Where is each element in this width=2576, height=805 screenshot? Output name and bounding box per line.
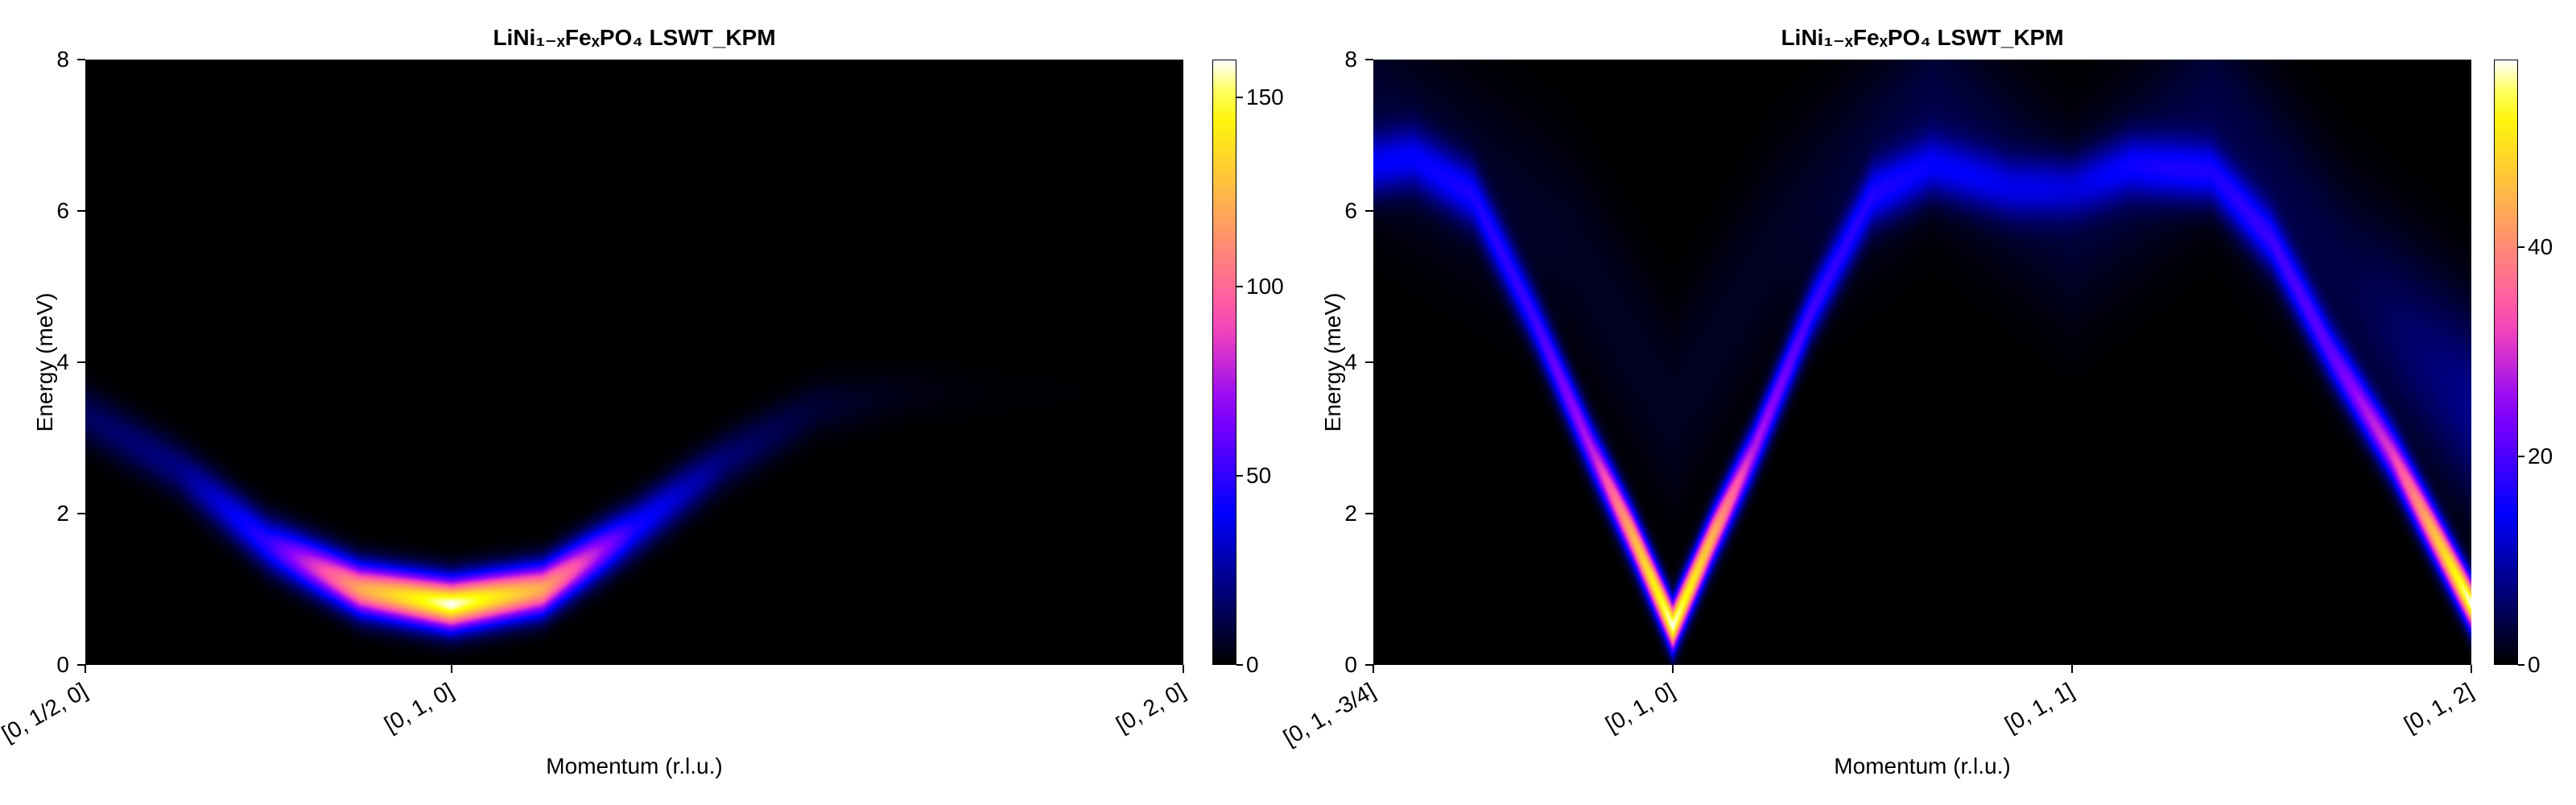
x-tick-label: [0, 2, 0] [1112,678,1190,737]
y-tick-label: 6 [56,198,69,223]
x-tick-mark [1183,665,1184,673]
y-tick-mark [1365,513,1373,514]
y-tick-mark [1365,664,1373,666]
y-tick-mark [1365,361,1373,363]
x-tick-mark [450,665,452,673]
heatmap-plot-area [1373,60,2471,665]
y-tick-label: 2 [56,501,69,526]
colorbar-tick-label: 0 [1246,652,1259,677]
colorbar-tick-label: 0 [2528,652,2541,677]
y-tick-label: 4 [1344,349,1357,374]
colorbar-tick-label: 150 [1246,85,1284,109]
x-tick-label: [0, 1, 0] [1601,678,1679,737]
y-tick-mark [77,59,85,60]
x-tick-mark [85,665,86,673]
y-tick-label: 8 [56,47,69,72]
y-tick-mark [77,513,85,514]
y-tick-mark [1365,59,1373,60]
colorbar-tick-label: 50 [1246,463,1272,488]
chart-title: LiNi₁₋ₓFeₓPO₄ LSWT_KPM [493,25,776,50]
x-axis-label: Momentum (r.l.u.) [546,753,723,778]
y-axis-label: Energy (meV) [1320,292,1345,432]
y-tick-label: 2 [1344,501,1357,526]
y-tick-label: 8 [1344,47,1357,72]
x-tick-label: [0, 1, 2] [2400,678,2478,737]
colorbar-tick-mark [1236,475,1243,477]
y-tick-mark [77,210,85,212]
y-tick-mark [1365,210,1373,212]
colorbar-tick-mark [2518,664,2524,666]
heatmap-plot-area [85,60,1183,665]
right-panel: LiNi₁₋ₓFeₓPO₄ LSWT_KPM 0 2 4 6 8 Energy (meV) [… [1279,0,2576,805]
x-tick-label: [0, 1, 0] [379,678,458,737]
y-tick-mark [77,361,85,363]
heatmap-intensity-map [1373,60,2471,665]
colorbar-tick-mark [1236,97,1243,98]
y-tick-label: 4 [56,349,69,374]
left-panel: LiNi₁₋ₓFeₓPO₄ LSWT_KPM 0 2 4 6 8 Energy (meV) [… [0,25,1284,778]
colorbar-tick-mark [2518,246,2524,249]
x-tick-mark [2471,665,2472,673]
x-tick-mark [1672,665,1674,673]
colorbar-tick-label: 20 [2528,443,2553,469]
colorbar-tick-label: 100 [1246,274,1284,299]
colorbar [2494,60,2518,665]
colorbar [1212,60,1236,665]
y-tick-label: 6 [1344,198,1357,223]
y-tick-label: 0 [1344,652,1357,677]
x-tick-label: [0, 1, 1] [2000,678,2079,737]
y-axis-label: Energy (meV) [32,292,57,432]
x-axis-label: Momentum (r.l.u.) [1834,753,2011,778]
x-tick-label: [0, 1/2, 0] [0,678,92,747]
heatmap-intensity-map [85,60,1183,665]
y-tick-label: 0 [56,652,69,677]
colorbar-tick-label: 40 [2528,234,2553,260]
x-tick-mark [2071,665,2073,673]
colorbar-tick-mark [2518,455,2524,457]
chart-title: LiNi₁₋ₓFeₓPO₄ LSWT_KPM [1781,25,2064,50]
y-tick-mark [77,664,85,666]
colorbar-tick-mark [1236,664,1243,666]
colorbar-tick-mark [1236,286,1243,287]
x-tick-mark [1373,665,1374,673]
